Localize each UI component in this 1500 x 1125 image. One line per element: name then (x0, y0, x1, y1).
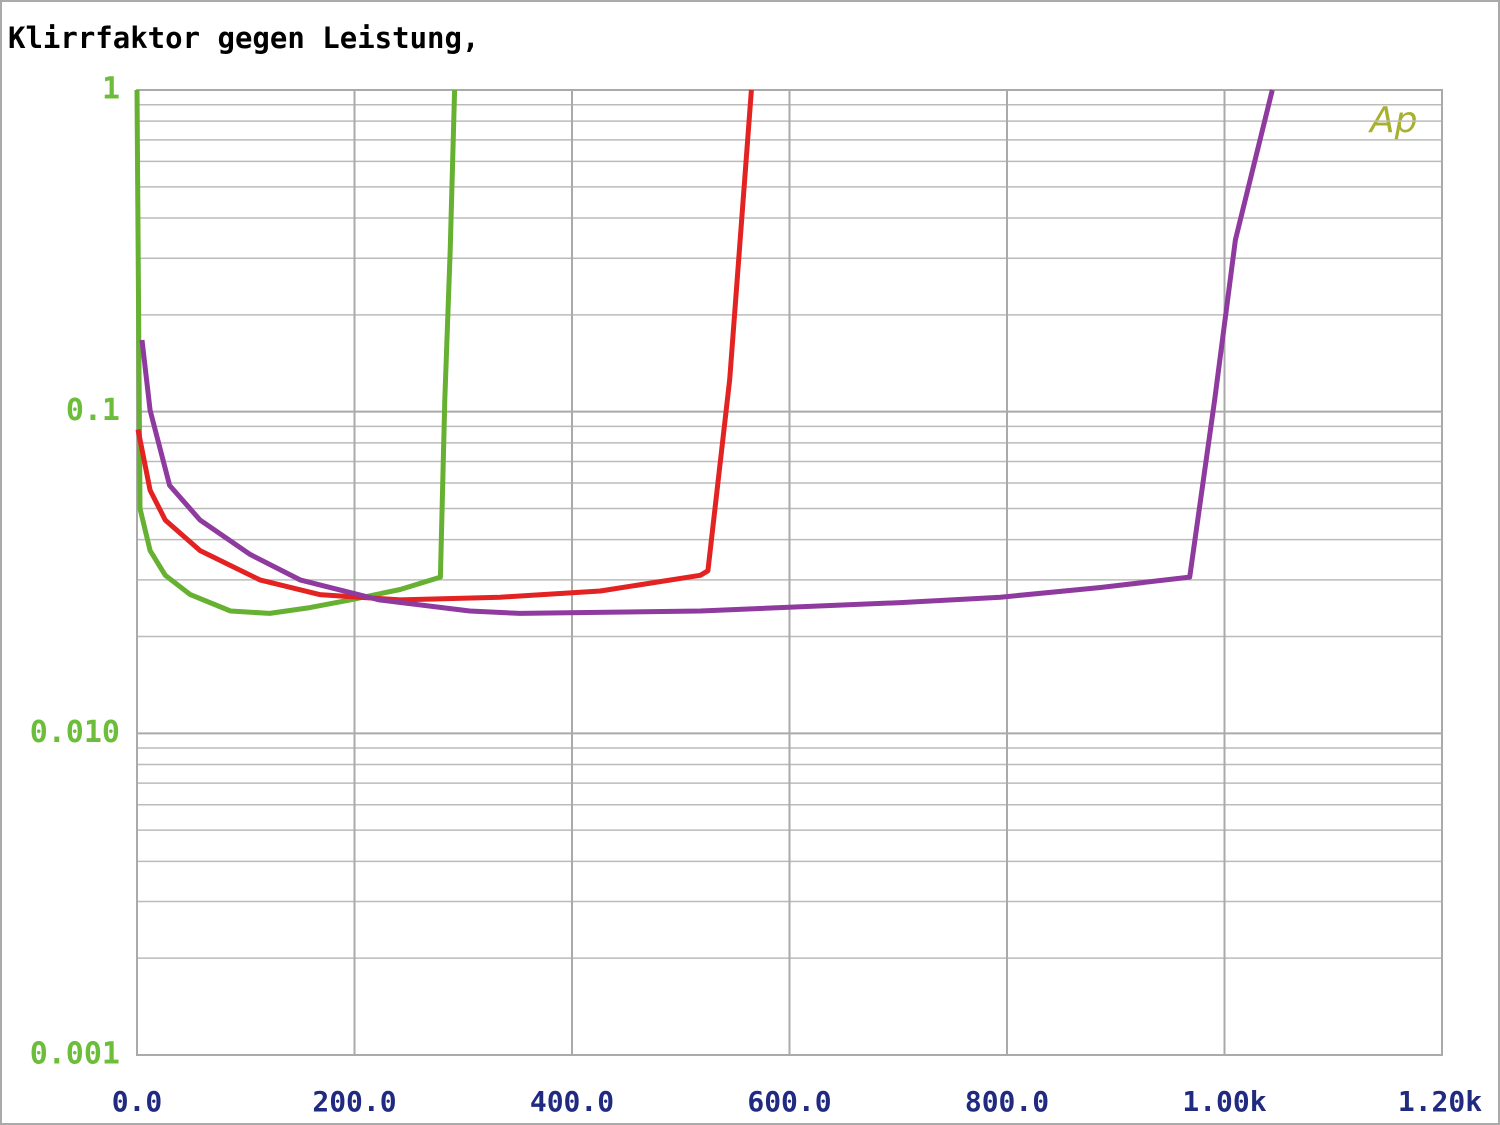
x-tick-label: 0.0 (112, 1085, 163, 1118)
y-tick-label: 0.010 (30, 715, 120, 750)
y-tick-label: 0.1 (66, 393, 120, 428)
x-tick-label: 800.0 (965, 1085, 1049, 1118)
x-tick-label: 1.00k (1182, 1085, 1266, 1118)
series-line (135, 89, 754, 603)
series-line (139, 89, 1275, 616)
series-line (134, 89, 458, 616)
x-tick-label: 600.0 (747, 1085, 831, 1118)
chart-title: Klirrfaktor gegen Leistung, (8, 21, 479, 55)
y-tick-label: 1 (102, 72, 120, 107)
x-tick-label: 200.0 (312, 1085, 396, 1118)
x-tick-label: 400.0 (530, 1085, 614, 1118)
y-tick-label: 0.001 (30, 1037, 120, 1072)
x-tick-label: 1.20k (1398, 1085, 1482, 1118)
plot-border (136, 89, 1443, 1056)
